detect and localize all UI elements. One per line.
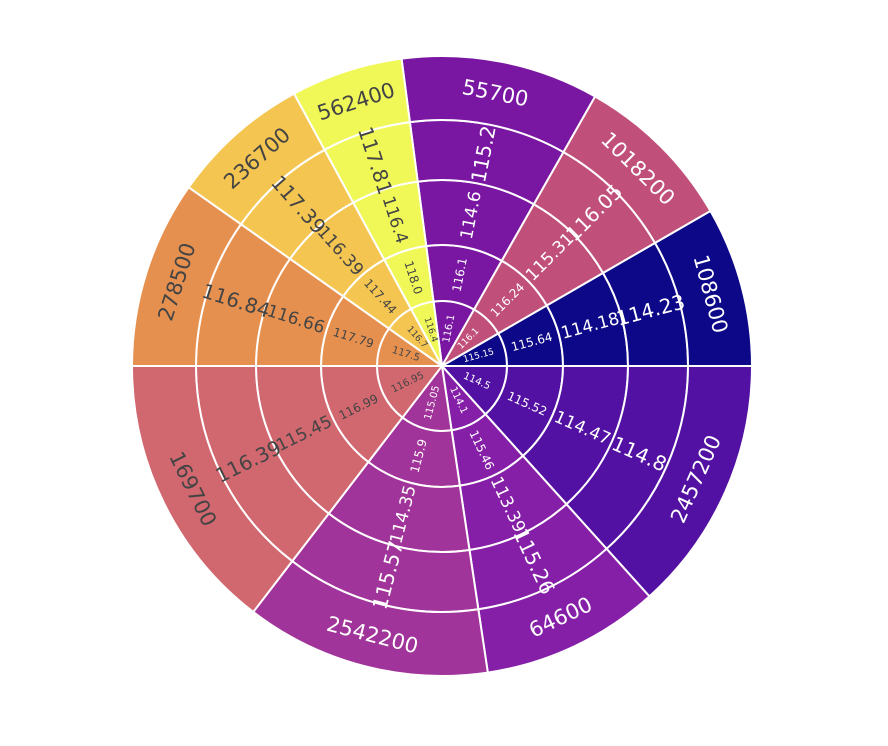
sunburst-segment-s9-r4[interactable] <box>292 57 412 152</box>
sunburst-label-s0-r0: 116.1 <box>441 314 457 344</box>
sunburst-segments <box>130 55 754 677</box>
sunburst-label-s0-r1: 116.1 <box>450 256 470 292</box>
